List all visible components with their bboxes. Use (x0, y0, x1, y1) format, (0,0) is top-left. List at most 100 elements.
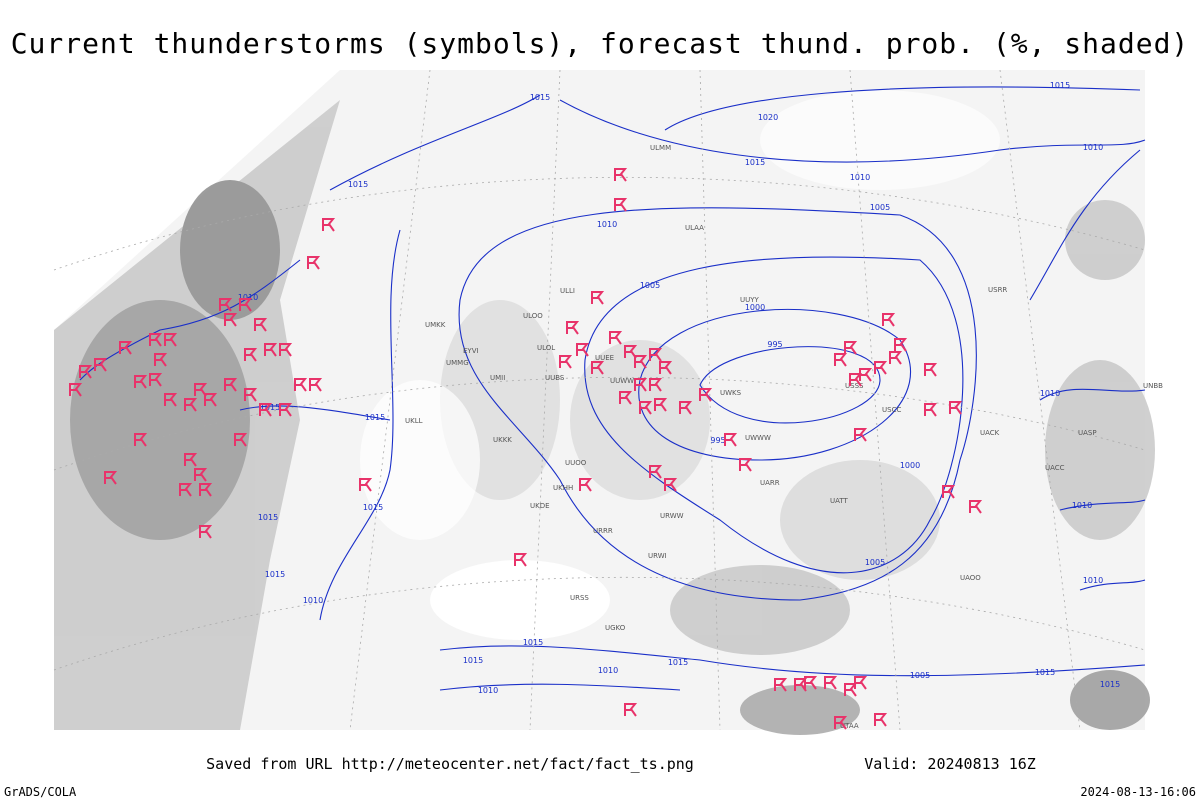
isobar-label: 1015 (1050, 81, 1070, 90)
thunderstorm-symbol (149, 373, 163, 387)
station-label: URWW (660, 512, 684, 520)
isobar-label: 1010 (850, 173, 870, 182)
thunderstorm-symbol (591, 291, 605, 305)
thunderstorm-symbol (591, 361, 605, 375)
thunderstorm-symbol (889, 351, 903, 365)
station-label: URWI (648, 552, 667, 560)
thunderstorm-symbol (244, 348, 258, 362)
thunderstorm-symbol (279, 403, 293, 417)
isobar-label: 1010 (1083, 576, 1103, 585)
station-label: UATT (830, 497, 849, 505)
thunderstorm-symbol (614, 168, 628, 182)
thunderstorm-symbol (194, 468, 208, 482)
station-label: UKLL (405, 417, 423, 425)
thunderstorm-symbol (559, 355, 573, 369)
thunderstorm-symbol (279, 343, 293, 357)
station-label: URSS (570, 594, 589, 602)
thunderstorm-symbol (94, 358, 108, 372)
isobar-label: 1015 (463, 656, 483, 665)
thunderstorm-symbol (224, 378, 238, 392)
station-label: UARR (760, 479, 780, 487)
thunderstorm-symbol (609, 331, 623, 345)
thunderstorm-symbol (204, 393, 218, 407)
thunderstorm-symbol (699, 388, 713, 402)
thunderstorm-symbol (322, 218, 336, 232)
thunderstorm-symbol (199, 525, 213, 539)
thunderstorm-symbol (834, 353, 848, 367)
thunderstorm-symbol (199, 483, 213, 497)
thunderstorm-symbol (874, 361, 888, 375)
thunderstorm-symbol (579, 478, 593, 492)
station-label: UWKS (720, 389, 742, 397)
isobar-label: 1005 (865, 558, 885, 567)
station-label: UKDE (530, 502, 550, 510)
thunderstorm-symbol (264, 343, 278, 357)
station-label: URRR (593, 527, 613, 535)
isobar-label: 995 (767, 340, 782, 349)
isobar-label: 1010 (238, 293, 258, 302)
station-label: UUWW (610, 377, 634, 385)
thunderstorm-symbol (514, 553, 528, 567)
isobar-label: 1015 (530, 93, 550, 102)
thunderstorm-symbol (969, 500, 983, 514)
isobar-label: 995 (710, 436, 725, 445)
thunderstorm-symbol (69, 383, 83, 397)
station-label: UASP (1078, 429, 1097, 437)
thunderstorm-symbol (254, 318, 268, 332)
thunderstorm-symbol (874, 713, 888, 727)
thunderstorm-symbol (134, 433, 148, 447)
thunderstorm-symbol (224, 313, 238, 327)
isobar-label: 1015 (523, 638, 543, 647)
thunderstorm-symbol (239, 298, 253, 312)
thunderstorm-symbol (649, 378, 663, 392)
thunderstorm-symbol (942, 485, 956, 499)
thunderstorm-symbol (234, 433, 248, 447)
station-label: USRR (988, 286, 1007, 294)
isobar-label: 1015 (258, 513, 278, 522)
thunderstorm-symbol (104, 471, 118, 485)
thunderstorm-symbol (164, 393, 178, 407)
thunderstorm-symbol (164, 333, 178, 347)
station-label: UKHH (553, 484, 573, 492)
thunderstorm-symbol (949, 401, 963, 415)
isobar-label: 1010 (478, 686, 498, 695)
thunderstorm-symbol (924, 363, 938, 377)
station-label: UWWW (745, 434, 771, 442)
thunderstorm-symbol (882, 313, 896, 327)
thunderstorm-symbol (724, 433, 738, 447)
isobar-label: 1010 (303, 596, 323, 605)
station-label: UMKK (425, 321, 446, 329)
thunderstorm-symbol (149, 333, 163, 347)
station-label: ULOL (537, 344, 555, 352)
generated-time: 2024-08-13-16:06 (1080, 785, 1196, 799)
thunderstorm-symbol (924, 403, 938, 417)
thunderstorm-symbol (634, 378, 648, 392)
thunderstorm-symbol (359, 478, 373, 492)
station-label: UGKO (605, 624, 626, 632)
thunderstorm-symbol (134, 375, 148, 389)
thunderstorm-symbol (179, 483, 193, 497)
isobar-label: 1015 (1035, 668, 1055, 677)
thunderstorm-symbol (649, 348, 663, 362)
isobars (79, 86, 1146, 691)
isobar-label: 1015 (363, 503, 383, 512)
isobar-label: 1015 (1100, 680, 1120, 689)
thunderstorm-symbol (154, 353, 168, 367)
thunderstorm-symbol (639, 401, 653, 415)
map-title: Current thunderstorms (symbols), forecas… (11, 27, 1190, 60)
station-label: UMMG (446, 359, 469, 367)
isobar-label: 1015 (365, 413, 385, 422)
station-label: UUBS (545, 374, 565, 382)
thunderstorm-symbol (854, 676, 868, 690)
thunderstorm-symbol (184, 453, 198, 467)
station-label: UKKK (493, 436, 512, 444)
thunderstorm-symbol (576, 343, 590, 357)
isobar-label: 1010 (597, 220, 617, 229)
isobar-label: 1005 (870, 203, 890, 212)
station-label: UACK (980, 429, 1000, 437)
station-label: USCC (882, 406, 901, 414)
thunderstorm-symbol (259, 403, 273, 417)
station-label: ULLI (560, 287, 575, 295)
thunderstorm-symbol (624, 703, 638, 717)
